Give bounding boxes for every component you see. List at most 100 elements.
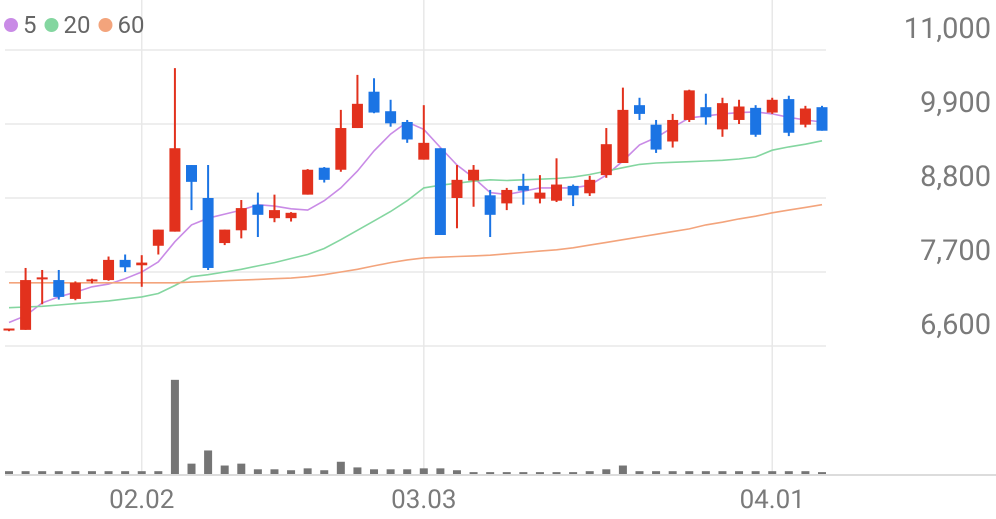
candle-body [252,204,264,215]
legend-label: 5 [23,11,37,39]
candle-body [186,165,198,182]
candle-body [368,91,380,113]
candle-body [451,179,463,198]
legend-label: 20 [64,11,91,39]
candle-body [650,124,662,150]
volume-bar [54,471,63,474]
candle-body [716,103,728,130]
ma-line [8,140,823,309]
volume-bar [486,472,495,474]
y-tick-label: 9,900 [920,86,991,120]
candle-body [733,106,745,120]
volume-bar [5,471,13,474]
candle-body [119,259,131,268]
candle-body [202,198,214,268]
legend-marker [98,18,113,32]
candle-body [302,169,314,195]
volume-bar [618,465,627,474]
candle-body [401,121,413,140]
candle-body [53,280,65,297]
candle-body [351,103,363,129]
candle-body [235,208,247,231]
volume-bar [170,379,179,474]
volume-bar [602,469,611,474]
candle-body [783,99,795,133]
volume-bar [818,472,826,474]
volume-bar [668,471,677,474]
volume-bar [386,469,395,474]
x-tick-label: 02.02 [109,485,174,515]
volume-bar [71,471,80,474]
legend-label: 60 [117,11,144,39]
volume-bar [652,471,661,474]
candle-body [567,185,579,196]
volume-bar [685,471,694,474]
candle-body [335,128,347,170]
candle-body [152,229,164,246]
volume-bar [751,471,760,474]
volume-bar [469,472,478,474]
candle-body [534,192,546,199]
candle-body [683,90,695,120]
volume-bar [735,471,744,474]
y-tick-label: 6,600 [920,308,991,342]
volume-bar [768,471,777,474]
volume-bar [154,471,163,474]
volume-bar [784,471,793,474]
volume-bar [535,472,544,474]
candle-body [816,107,828,131]
candle-body [517,185,529,191]
volume-bar [502,472,511,474]
candle-body [285,212,297,219]
volume-bar [270,469,279,474]
candle-body [600,144,612,176]
volume-bar [303,468,312,474]
candle-body [633,105,645,114]
legend-marker [4,18,18,32]
candle-body [36,277,48,280]
volume-bar [585,471,594,474]
candle-body [434,148,446,235]
candle-body [766,99,778,113]
candle-body [385,111,397,124]
x-tick-label: 03.03 [391,485,456,515]
volume-bar [801,471,810,474]
volume-bar [104,471,113,474]
candle-body [219,229,231,244]
volume-bar [38,471,47,474]
volume-bar [220,465,229,474]
candle-body [3,328,15,331]
volume-bar [635,471,644,474]
volume-bar [370,469,379,474]
candle-body [484,195,496,215]
volume-bar [419,468,428,474]
volume-bar [436,468,445,474]
volume-bar [353,467,362,474]
candle-body [103,259,115,281]
candle-body [700,107,712,118]
candle-body [20,280,32,330]
legend-marker [44,18,59,32]
candle-body [468,169,480,181]
volume-bar [569,472,578,474]
volume-bar [336,461,345,474]
volume-bar [137,471,146,474]
volume-bar [87,471,96,474]
candle-body [551,184,563,201]
volume-bar [287,470,296,474]
volume-bar [121,471,130,474]
candle-body [169,148,181,232]
candle-body [86,279,98,282]
candle-body [418,142,430,160]
candle-body [69,282,81,299]
ma-line [8,111,823,324]
volume-bar [452,470,461,474]
volume-bar [320,470,329,474]
candle-body [318,167,330,180]
volume-bar [403,469,412,474]
ma-line [9,203,823,284]
volume-bar [187,463,196,474]
candle-body [750,107,762,135]
candle-body [584,179,596,194]
